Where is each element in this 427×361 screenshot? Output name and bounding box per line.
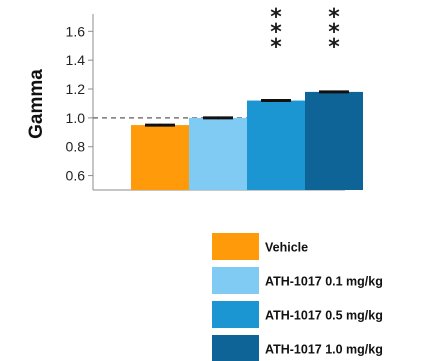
legend-label-1: Vehicle [265, 241, 308, 255]
significance-markers: ****** [270, 5, 340, 60]
bar-1 [131, 125, 189, 190]
legend-swatch-2 [212, 267, 259, 294]
significance-star: * [328, 35, 340, 60]
bars [131, 90, 363, 190]
legend-swatch-3 [212, 301, 259, 328]
y-tick-label: 0.6 [66, 168, 86, 184]
significance-star: * [270, 5, 282, 30]
y-tick-label: 1.2 [66, 81, 86, 97]
legend-swatch-1 [212, 233, 259, 260]
y-tick-label: 1.0 [66, 110, 86, 126]
significance-star: * [328, 20, 340, 45]
y-tick-label: 0.8 [66, 139, 86, 155]
y-tick-label: 1.4 [66, 52, 86, 68]
bar-4 [305, 91, 363, 190]
significance-star: * [270, 20, 282, 45]
legend-label-4: ATH-1017 1.0 mg/kg [265, 343, 383, 357]
significance-star: * [328, 5, 340, 30]
bar-3 [247, 100, 305, 190]
legend-label-3: ATH-1017 0.5 mg/kg [265, 309, 383, 323]
y-tick-label: 1.6 [66, 23, 86, 39]
legend-swatch-4 [212, 335, 259, 361]
y-axis-title: Gamma [26, 69, 47, 139]
bar-2 [189, 117, 247, 190]
legend: Vehicle ATH-1017 0.1 mg/kg ATH-1017 0.5 mg… [212, 233, 383, 361]
significance-star: * [270, 35, 282, 60]
legend-label-2: ATH-1017 0.1 mg/kg [265, 275, 383, 289]
